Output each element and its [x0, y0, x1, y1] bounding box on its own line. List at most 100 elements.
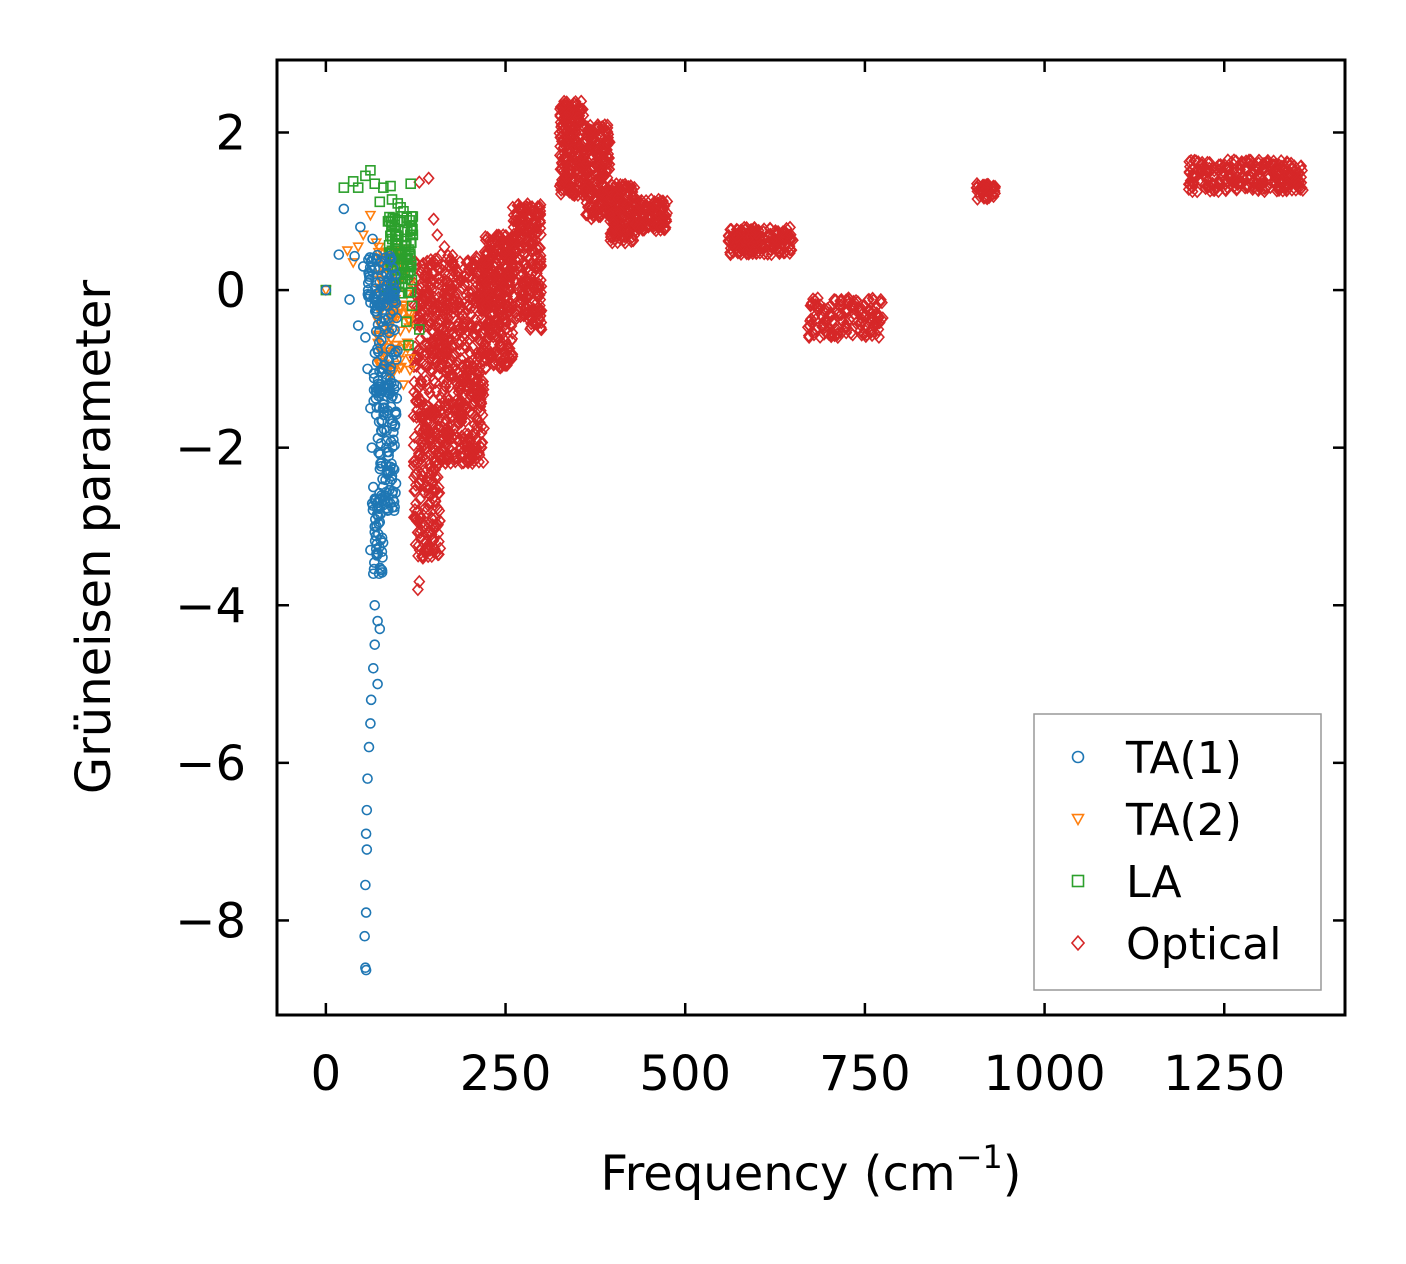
data-point	[455, 282, 468, 296]
data-point	[562, 134, 575, 149]
data-point	[593, 171, 606, 186]
data-point	[844, 326, 857, 340]
data-point	[604, 226, 617, 241]
data-point	[555, 176, 568, 190]
data-point	[373, 568, 385, 580]
data-point	[372, 678, 383, 690]
data-point	[365, 402, 376, 414]
data-point	[463, 291, 477, 306]
data-point	[386, 270, 398, 281]
data-point	[503, 303, 516, 317]
data-point	[423, 318, 436, 332]
data-point	[414, 525, 427, 540]
data-point	[1221, 153, 1234, 167]
data-point	[769, 242, 782, 257]
x-axis-label-superscript: −1	[956, 1138, 1003, 1176]
data-point	[507, 288, 520, 302]
data-point	[622, 189, 635, 204]
data-point	[381, 446, 393, 458]
data-point	[481, 268, 494, 282]
data-point	[383, 354, 395, 366]
data-point	[485, 346, 498, 360]
data-point	[724, 222, 737, 237]
data-point	[724, 245, 737, 260]
data-point	[451, 377, 464, 391]
data-point	[349, 250, 360, 262]
data-point	[534, 221, 547, 236]
data-point	[619, 177, 632, 192]
data-point	[501, 349, 514, 363]
data-point	[429, 462, 442, 477]
data-point	[451, 317, 464, 331]
data-point	[454, 397, 467, 412]
data-point	[361, 804, 373, 816]
data-point	[773, 245, 786, 260]
data-point	[347, 258, 360, 269]
data-point	[977, 181, 990, 195]
data-point	[1271, 165, 1284, 179]
data-point	[611, 191, 624, 205]
data-point	[433, 486, 446, 500]
data-point	[360, 879, 371, 891]
data-point	[417, 463, 430, 478]
data-point	[583, 150, 596, 164]
data-point	[601, 118, 614, 132]
data-point	[567, 173, 580, 187]
data-point	[572, 110, 585, 125]
data-point	[530, 259, 543, 274]
data-point	[370, 253, 382, 264]
data-point	[1292, 177, 1305, 192]
data-point	[413, 514, 426, 528]
data-point	[389, 421, 400, 432]
data-point	[1183, 164, 1196, 179]
data-point	[855, 307, 868, 322]
data-point	[1260, 180, 1273, 194]
data-point	[412, 503, 425, 518]
data-point	[417, 449, 430, 464]
x-tick-label: 500	[639, 1046, 731, 1102]
data-point	[378, 292, 389, 304]
data-point	[447, 396, 460, 411]
data-point	[534, 204, 547, 218]
data-point	[977, 191, 990, 205]
data-point	[455, 335, 468, 349]
data-point	[456, 309, 469, 324]
data-point	[401, 239, 412, 251]
data-point	[374, 623, 386, 635]
data-point	[861, 293, 874, 308]
data-point	[382, 505, 393, 517]
legend-marker-TA(1)	[1071, 750, 1085, 764]
data-point	[522, 248, 535, 263]
data-point	[416, 515, 429, 530]
data-point	[480, 319, 493, 333]
data-point	[809, 312, 822, 327]
data-point	[432, 517, 445, 532]
data-point	[395, 202, 406, 213]
data-point	[377, 351, 389, 362]
data-point	[446, 339, 459, 353]
data-point	[517, 228, 530, 242]
y-tick-label: 2	[215, 105, 246, 161]
y-tick-label: −4	[175, 578, 246, 634]
data-point	[526, 200, 539, 214]
data-point	[490, 315, 503, 330]
x-tick-label: 750	[819, 1046, 911, 1102]
data-point	[370, 387, 382, 398]
data-point	[365, 544, 376, 556]
data-point	[447, 258, 460, 273]
data-point	[393, 231, 404, 242]
series-TA(1)	[320, 203, 403, 976]
data-point	[482, 314, 495, 328]
data-point	[429, 427, 442, 442]
data-point	[1189, 170, 1202, 185]
data-point	[357, 230, 370, 242]
data-point	[831, 304, 844, 319]
data-point	[422, 498, 435, 513]
data-point	[573, 140, 586, 155]
data-point	[403, 339, 414, 351]
data-point	[659, 220, 672, 235]
data-point	[333, 249, 345, 260]
x-axis-label-text: Frequency (cm	[600, 1146, 955, 1202]
data-point	[533, 213, 546, 228]
data-point	[385, 308, 396, 320]
